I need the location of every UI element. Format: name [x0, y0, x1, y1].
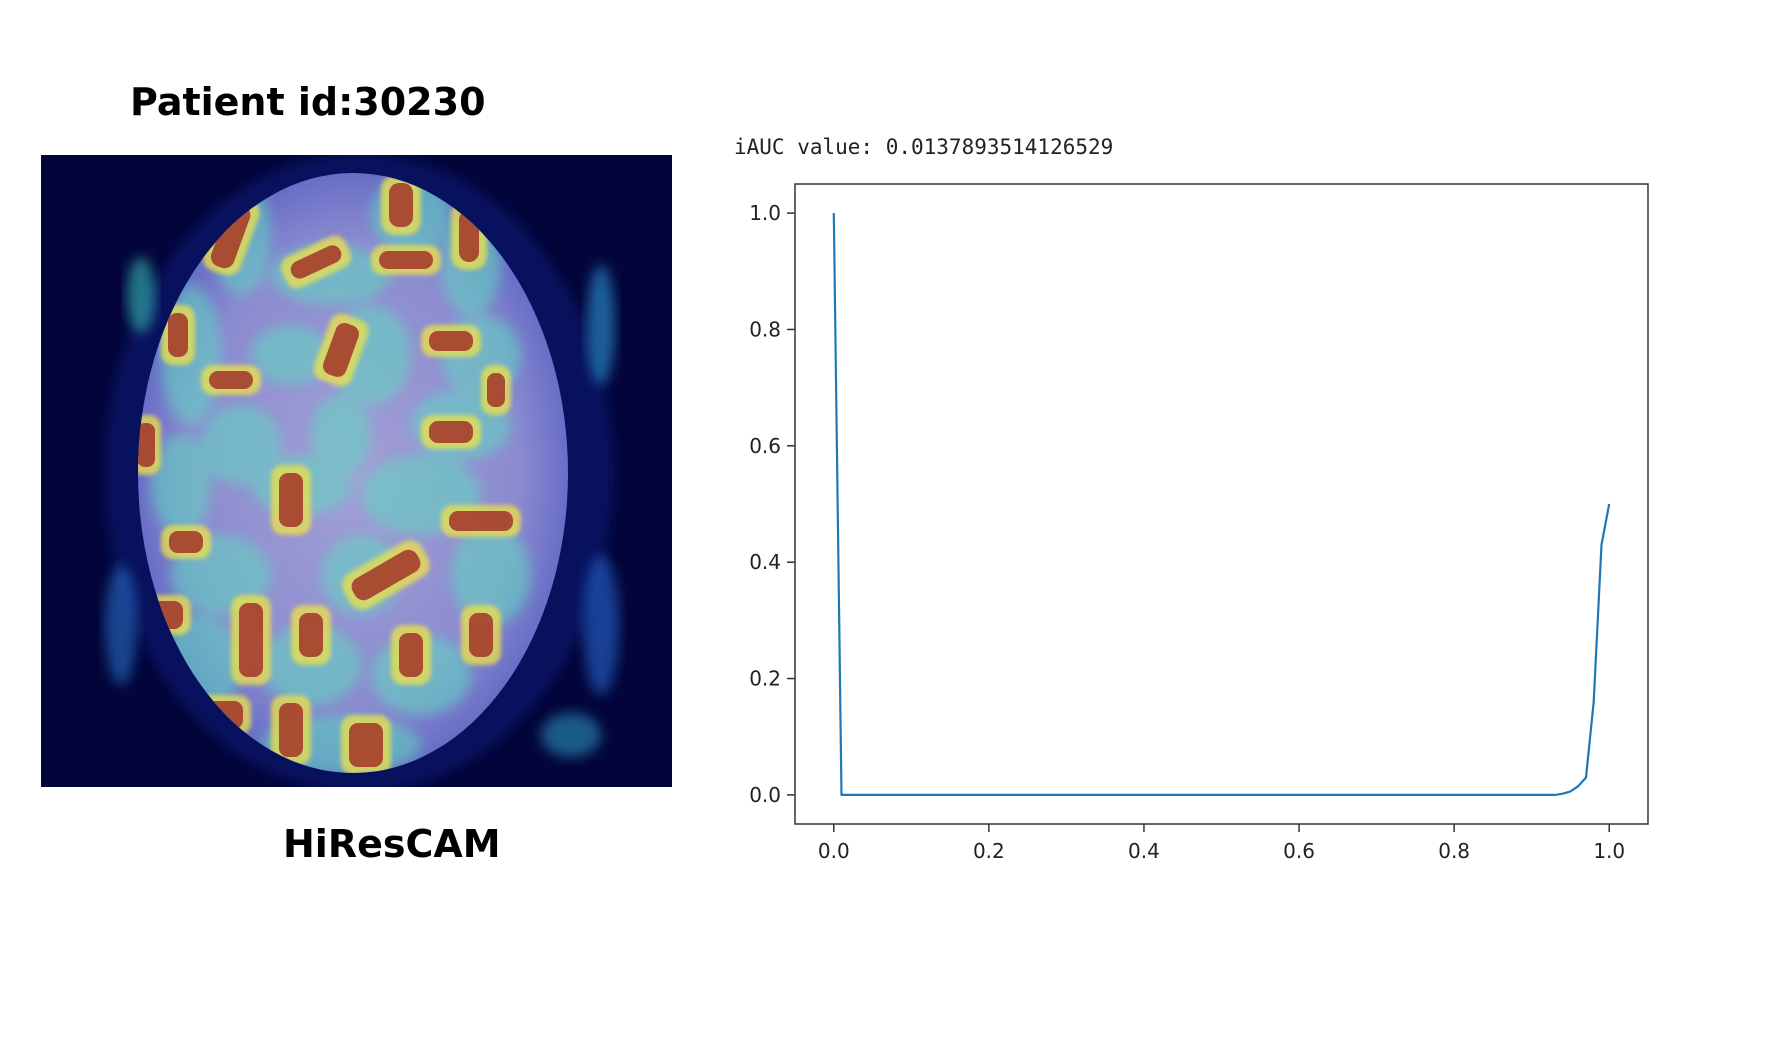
y-tick-label: 1.0: [749, 201, 781, 225]
y-tick-label: 0.8: [749, 317, 781, 341]
x-tick-label: 1.0: [1593, 839, 1625, 863]
plot-frame: [794, 183, 1649, 825]
heatmap-image: [41, 155, 672, 787]
patient-title: Patient id:30230: [130, 80, 486, 124]
iauc-value-label: iAUC value: 0.0137893514126529: [734, 135, 1114, 159]
y-tick-label: 0.6: [749, 434, 781, 458]
y-tick-label: 0.2: [749, 667, 781, 691]
x-tick-label: 0.6: [1283, 839, 1315, 863]
x-tick-label: 0.4: [1128, 839, 1160, 863]
heatmap-caption: HiResCAM: [283, 822, 501, 866]
x-tick-label: 0.0: [818, 839, 850, 863]
x-tick-label: 0.8: [1438, 839, 1470, 863]
hirescam-heatmap: [41, 155, 672, 787]
y-tick-label: 0.0: [749, 783, 781, 807]
x-tick-label: 0.2: [973, 839, 1005, 863]
y-tick-label: 0.4: [749, 550, 781, 574]
series-line: [832, 213, 1611, 797]
deletion-curve-chart: 0.0 0.2 0.4 0.6 0.8 1.0 0.0 0.2 0.4 0.6 0.8 1.0: [749, 183, 1649, 863]
